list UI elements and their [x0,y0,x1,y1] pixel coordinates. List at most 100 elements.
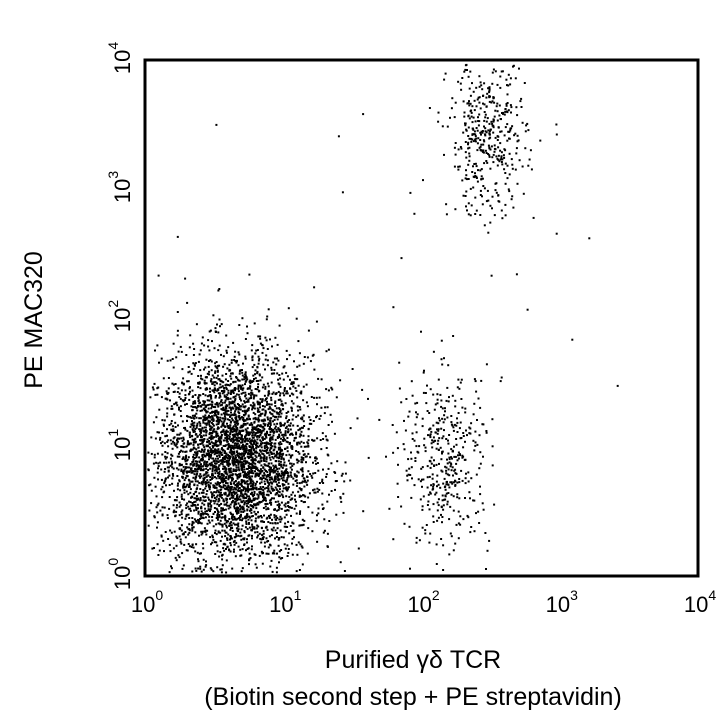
event-point [281,404,284,407]
event-point [436,442,439,445]
event-point [468,426,471,429]
event-point [499,149,502,152]
event-point [230,402,233,405]
event-point [287,482,290,485]
event-point [256,445,259,448]
event-point [183,482,186,485]
event-point [270,476,273,479]
event-point [322,482,325,484]
event-point [509,83,512,86]
event-point [214,472,217,475]
event-point [279,474,281,477]
event-point [220,502,223,505]
event-point [250,422,253,425]
event-point [261,426,264,429]
event-point [228,456,231,459]
event-point [262,453,265,456]
event-point [309,473,312,475]
event-point [191,448,194,451]
event-point [437,120,440,123]
event-point [230,513,233,515]
event-point [340,500,343,503]
event-point [296,470,299,473]
event-point [279,415,282,418]
event-point [327,467,330,470]
event-point [450,107,453,110]
event-point [223,460,226,463]
event-point [249,498,252,501]
event-point [183,498,186,501]
event-point [474,172,476,175]
event-point [510,106,513,109]
event-point [217,289,220,292]
event-point [239,548,242,551]
event-point [458,481,461,484]
event-point [221,535,223,538]
event-point [495,105,498,108]
event-point [253,322,256,325]
event-point [237,462,240,465]
event-point [467,114,470,117]
event-point [258,389,261,392]
event-point [424,450,427,453]
event-point [328,520,331,522]
event-point [231,413,234,416]
event-point [201,336,204,339]
event-point [209,467,212,470]
event-point [500,156,503,159]
event-point [250,391,253,394]
event-point [198,456,201,459]
event-point [265,456,268,459]
event-point [501,217,504,220]
event-point [478,522,481,524]
event-point [205,416,208,419]
event-point [177,554,180,557]
event-point [192,342,195,345]
event-point [501,163,504,166]
event-point [207,407,210,410]
event-point [483,103,486,106]
event-point [479,107,482,110]
event-point [301,480,304,483]
event-point [242,496,245,499]
event-point [202,453,205,456]
event-point [202,434,205,437]
event-point [181,381,184,384]
event-point [220,480,223,483]
event-point [182,486,185,489]
event-point [205,564,208,567]
event-point [235,474,238,477]
event-point [437,483,440,486]
event-point [315,457,318,460]
event-point [229,481,232,484]
event-point [155,495,158,498]
event-point [438,437,441,440]
event-point [192,443,195,446]
event-point [224,503,227,506]
event-point [292,402,295,405]
event-point [157,478,159,481]
event-point [432,424,435,427]
event-point [487,153,490,155]
event-point [236,453,239,456]
event-point [218,477,221,480]
event-point [191,480,194,483]
event-point [317,512,320,515]
event-point [471,138,474,141]
event-point [202,458,204,461]
event-point [224,484,227,487]
event-point [397,496,400,498]
event-point [473,163,476,165]
event-point [196,484,199,487]
event-point [264,358,267,361]
event-point [203,463,206,466]
event-point [409,191,412,194]
event-point [245,451,247,453]
event-point [204,487,207,490]
event-point [206,410,209,413]
event-point [273,497,275,500]
event-point [253,394,256,397]
event-point [207,464,210,467]
event-point [244,460,247,463]
event-point [274,522,277,525]
